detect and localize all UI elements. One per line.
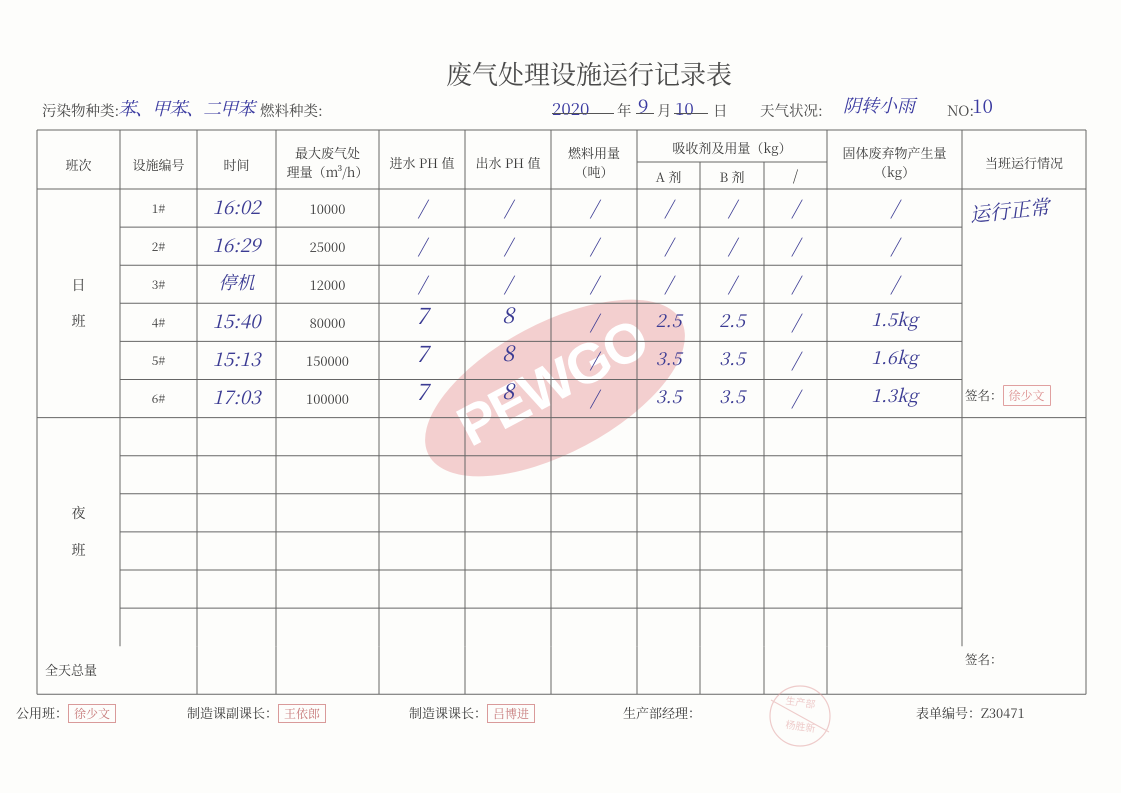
svg-text:生产部: 生产部: [785, 694, 817, 711]
svg-text:杨胜新: 杨胜新: [785, 718, 817, 735]
